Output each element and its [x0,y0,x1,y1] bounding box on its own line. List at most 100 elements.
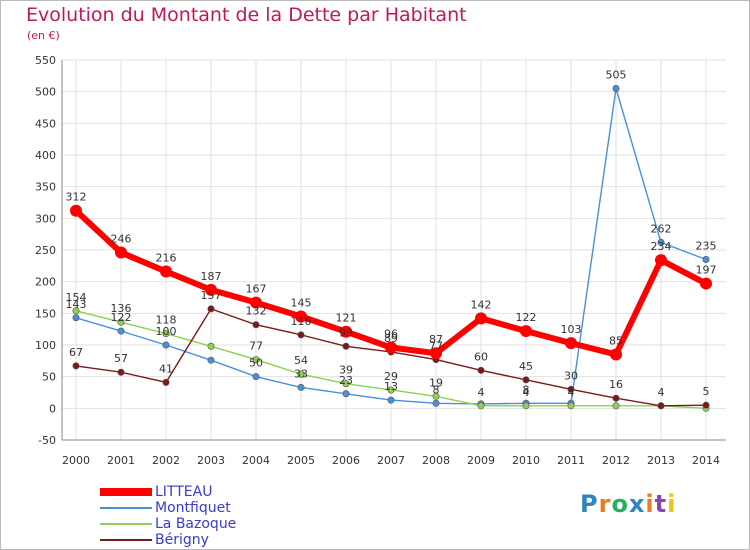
data-point [342,380,350,388]
x-tick-label: 2004 [242,454,270,467]
data-point [432,399,440,407]
data-point [387,386,395,394]
x-tick-label: 2000 [62,454,90,467]
data-point [162,330,170,338]
x-tick-label: 2007 [377,454,405,467]
y-tick-label: 150 [35,307,56,320]
data-point [387,396,395,404]
y-tick-label: 50 [42,371,56,384]
data-label: 216 [156,252,177,265]
legend-swatch-la-bazoque [100,523,152,525]
data-label: 60 [474,350,488,363]
data-label: 136 [111,302,132,315]
y-tick-label: 250 [35,244,56,257]
data-label: 103 [561,323,582,336]
data-point [297,383,305,391]
data-label: 19 [429,376,443,389]
data-point [72,307,80,315]
data-label: 145 [291,297,312,310]
data-label: 246 [111,233,132,246]
logo-letter: i [645,490,655,518]
y-tick-label: 500 [35,86,56,99]
data-point [477,366,485,374]
data-label: 116 [291,315,312,328]
x-tick-label: 2008 [422,454,450,467]
legend-label-la-bazoque: La Bazoque [155,516,237,532]
data-label: 100 [156,325,177,338]
data-label: 154 [66,291,87,304]
data-point [117,318,125,326]
data-label: 30 [564,369,578,382]
y-tick-label: -50 [38,434,56,447]
legend-swatch-montfiquet [100,507,152,509]
data-point [475,312,487,325]
data-point [522,376,530,384]
data-label: 132 [246,305,267,318]
data-point [567,385,575,393]
legend-label-berigny: Bérigny [155,532,209,548]
proxiti-logo: Proxiti [580,490,676,518]
data-point [252,321,260,329]
data-point [702,255,710,263]
data-label: 505 [606,69,627,82]
data-point [655,254,667,267]
data-label: 4 [523,386,530,399]
data-point [250,296,262,309]
x-tick-label: 2003 [197,454,225,467]
data-point [612,402,620,410]
data-point [657,238,665,246]
data-label: 45 [519,360,533,373]
data-point [297,331,305,339]
data-label: 4 [658,386,665,399]
data-label: 122 [516,311,537,324]
data-label: 23 [339,374,353,387]
logo-letter: r [598,490,612,518]
data-label: 312 [66,191,87,204]
data-label: 235 [696,240,717,253]
data-label: 98 [339,326,353,339]
data-point [700,277,712,290]
x-tick-label: 2012 [602,454,630,467]
x-tick-label: 2014 [692,454,720,467]
data-label: 77 [249,340,263,353]
data-label: 50 [249,357,263,370]
legend-label-litteau: LITTEAU [155,484,213,500]
x-tick-label: 2009 [467,454,495,467]
data-point [117,368,125,376]
x-tick-label: 2011 [557,454,585,467]
data-label: 143 [66,298,87,311]
x-tick-label: 2006 [332,454,360,467]
y-tick-label: 100 [35,339,56,352]
data-label: 85 [609,335,623,348]
data-point [205,283,217,296]
data-label: 33 [294,367,308,380]
data-point [252,373,260,381]
data-point [72,362,80,370]
data-point [342,390,350,398]
y-tick-label: 550 [35,54,56,67]
data-point [612,394,620,402]
x-tick-label: 2013 [647,454,675,467]
data-label: 187 [201,270,222,283]
y-tick-label: 350 [35,181,56,194]
chart-title: Evolution du Montant de la Dette par Hab… [26,4,467,26]
data-label: 13 [384,380,398,393]
data-point [385,341,397,354]
logo-letter: x [628,490,646,518]
data-point [610,348,622,361]
logo-letter: i [667,490,677,518]
x-tick-label: 2010 [512,454,540,467]
data-label: 197 [696,264,717,277]
data-point [207,356,215,364]
data-label: 157 [201,289,222,302]
data-point [162,378,170,386]
data-label: 4 [568,386,575,399]
logo-letter: P [580,490,599,518]
data-label: 122 [111,311,132,324]
data-label: 142 [471,298,492,311]
y-tick-label: 200 [35,276,56,289]
data-point [160,265,172,278]
data-label: 67 [69,346,83,359]
x-tick-label: 2002 [152,454,180,467]
data-point [612,85,620,93]
